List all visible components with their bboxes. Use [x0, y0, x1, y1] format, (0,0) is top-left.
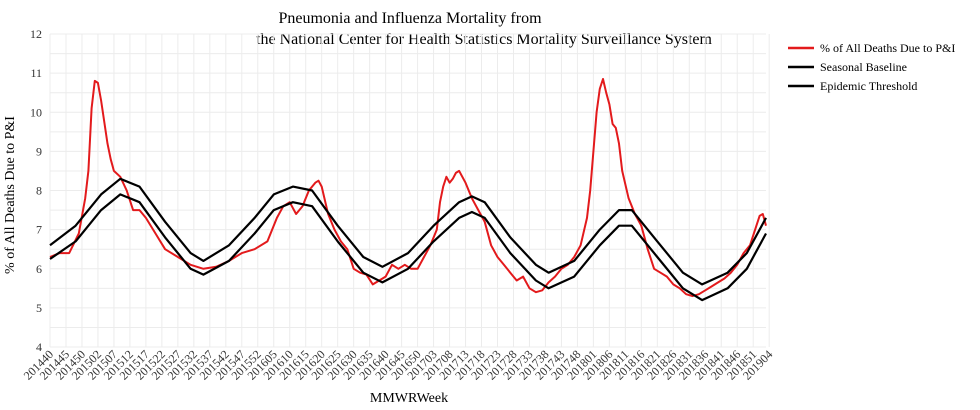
chart-title-line1: Pneumonia and Influenza Mortality from	[278, 10, 542, 27]
y-axis-title: % of All Deaths Due to P&I	[3, 116, 18, 274]
series-line-0	[49, 78, 767, 298]
y-tick-label: 11	[30, 66, 42, 80]
y-tick-label: 9	[36, 144, 42, 158]
x-axis: 2014402014452014502015022015072015122015…	[21, 347, 776, 382]
y-tick-label: 6	[36, 262, 42, 276]
series-lines	[49, 78, 767, 302]
y-tick-label: 4	[36, 340, 42, 354]
y-tick-label: 10	[30, 105, 42, 119]
y-axis: 4 5 6 7 8 9 10 11 12	[30, 27, 42, 354]
chart-title-line2: the National Center for Health Statistic…	[256, 31, 712, 48]
x-axis-title: MMWRWeek	[370, 391, 448, 406]
legend-label-0[interactable]: % of All Deaths Due to P&I	[820, 41, 955, 55]
legend-label-2[interactable]: Epidemic Threshold	[820, 79, 917, 93]
y-tick-label: 7	[36, 223, 42, 237]
y-tick-label: 12	[30, 27, 42, 41]
legend[interactable]: % of All Deaths Due to P&I Seasonal Basel…	[788, 41, 955, 93]
y-tick-label: 5	[36, 301, 42, 315]
series-line-2	[49, 177, 767, 286]
legend-label-1[interactable]: Seasonal Baseline	[820, 60, 907, 74]
series-line-1	[49, 193, 767, 302]
y-tick-label: 8	[36, 184, 42, 198]
grid	[49, 33, 770, 348]
